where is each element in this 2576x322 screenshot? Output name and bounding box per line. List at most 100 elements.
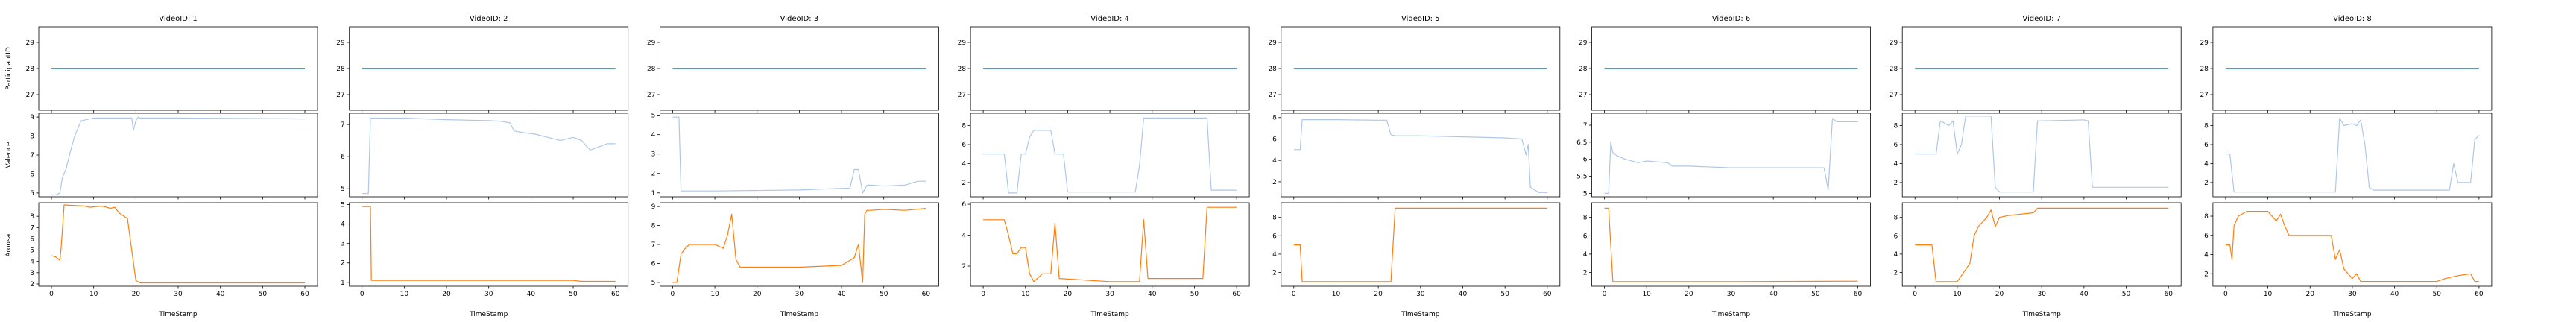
y-tick-label: 28	[647, 66, 656, 73]
y-tick-label: 1	[341, 280, 345, 287]
arousal-line	[51, 204, 305, 284]
y-tick-label: 4	[341, 221, 345, 229]
x-tick-label: 40	[1459, 291, 1468, 298]
x-axis-label: TimeStamp	[2332, 311, 2372, 318]
y-tick-label: 27	[26, 92, 34, 99]
axes-frame	[349, 26, 629, 111]
y-tick-label: 4	[30, 259, 34, 266]
arousal-line	[362, 206, 616, 282]
y-tick-label: 7	[30, 152, 34, 160]
panel-title: VideoID: 1	[159, 15, 198, 23]
x-tick-label: 50	[1811, 291, 1820, 298]
x-tick-label: 50	[569, 291, 578, 298]
y-tick-label: 29	[1579, 40, 1588, 47]
y-tick-label: 5.5	[1576, 174, 1587, 181]
y-tick-label: 6	[651, 260, 656, 268]
y-tick-label: 29	[26, 40, 35, 47]
y-tick-label: 1	[651, 190, 656, 198]
arousal-line	[672, 208, 926, 283]
valence-line	[2225, 117, 2480, 193]
y-tick-label: 28	[26, 66, 35, 73]
y-tick-label: 2	[651, 171, 656, 178]
arousal-line	[983, 206, 1237, 282]
y-tick-label: 29	[958, 40, 967, 47]
axes-frame	[970, 113, 1250, 198]
y-tick-label: 5	[341, 202, 345, 209]
valence-line	[1293, 119, 1547, 193]
y-tick-label: 4	[2204, 160, 2209, 168]
y-tick-label: 2	[962, 180, 966, 187]
y-tick-label: 5	[30, 247, 34, 255]
panel-title: VideoID: 5	[1401, 15, 1440, 23]
y-tick-label: 8	[1583, 215, 1588, 222]
y-tick-label: 28	[1890, 66, 1898, 73]
axes-frame	[970, 26, 1250, 111]
y-tick-label: 6	[30, 236, 34, 243]
y-tick-label: 2	[1893, 270, 1898, 277]
x-tick-label: 20	[1374, 291, 1383, 298]
y-tick-label: 8	[2204, 213, 2209, 221]
axes-frame	[660, 202, 939, 287]
x-tick-label: 10	[89, 291, 98, 298]
y-tick-label: 6	[30, 171, 34, 178]
y-tick-label: 29	[1268, 40, 1277, 47]
x-tick-label: 0	[981, 291, 985, 298]
x-tick-label: 50	[1190, 291, 1199, 298]
x-tick-label: 10	[1021, 291, 1030, 298]
y-tick-label: 9	[651, 203, 656, 211]
y-tick-label: 8	[30, 133, 34, 141]
x-tick-label: 20	[442, 291, 451, 298]
x-axis-label: TimeStamp	[1401, 311, 1440, 318]
y-axis-label: Valence	[5, 142, 13, 168]
y-tick-label: 2	[1583, 270, 1588, 277]
x-tick-label: 20	[132, 291, 141, 298]
y-tick-label: 27	[958, 92, 966, 99]
y-tick-label: 28	[958, 66, 967, 73]
x-tick-label: 40	[2080, 291, 2089, 298]
y-tick-label: 6	[2204, 142, 2209, 149]
y-axis-label: ParticipantID	[5, 47, 13, 90]
x-tick-label: 0	[671, 291, 675, 298]
y-tick-label: 8	[1893, 215, 1898, 222]
x-tick-label: 60	[1543, 291, 1552, 298]
y-tick-label: 4	[1272, 251, 1277, 259]
y-tick-label: 5	[651, 113, 656, 120]
panel-title: VideoID: 7	[2022, 15, 2061, 23]
axes-frame	[1901, 202, 2182, 287]
y-tick-label: 3	[30, 270, 34, 277]
x-tick-label: 60	[922, 291, 931, 298]
y-tick-label: 28	[1579, 66, 1588, 73]
y-axis-label: Arousal	[5, 232, 13, 257]
x-tick-label: 20	[1995, 291, 2004, 298]
y-tick-label: 4	[2204, 252, 2209, 259]
y-tick-label: 6	[1583, 157, 1588, 164]
axes-frame	[1281, 113, 1561, 198]
x-axis-label: TimeStamp	[158, 311, 198, 318]
axes-frame	[38, 113, 318, 198]
x-tick-label: 20	[2306, 291, 2315, 298]
y-tick-label: 2	[2204, 180, 2209, 187]
x-tick-label: 50	[1500, 291, 1509, 298]
y-tick-label: 27	[336, 92, 344, 99]
y-tick-label: 8	[651, 223, 656, 230]
x-tick-label: 40	[1769, 291, 1778, 298]
x-tick-label: 10	[1642, 291, 1651, 298]
x-tick-label: 40	[216, 291, 225, 298]
valence-line	[1604, 118, 1858, 194]
y-tick-label: 27	[2200, 92, 2208, 99]
y-tick-label: 4	[1583, 251, 1588, 259]
y-tick-label: 4	[1272, 157, 1277, 165]
axes-frame	[2212, 202, 2493, 287]
y-tick-label: 4	[1893, 160, 1898, 168]
y-tick-label: 7	[341, 121, 345, 129]
x-tick-label: 50	[259, 291, 268, 298]
y-tick-label: 9	[30, 114, 34, 121]
x-tick-label: 10	[2264, 291, 2273, 298]
x-tick-label: 60	[300, 291, 309, 298]
axes-frame	[349, 202, 629, 287]
y-tick-label: 4	[651, 132, 656, 139]
y-tick-label: 5	[341, 186, 345, 193]
y-tick-label: 28	[1268, 66, 1277, 73]
x-tick-label: 30	[484, 291, 493, 298]
x-tick-label: 0	[1913, 291, 1917, 298]
